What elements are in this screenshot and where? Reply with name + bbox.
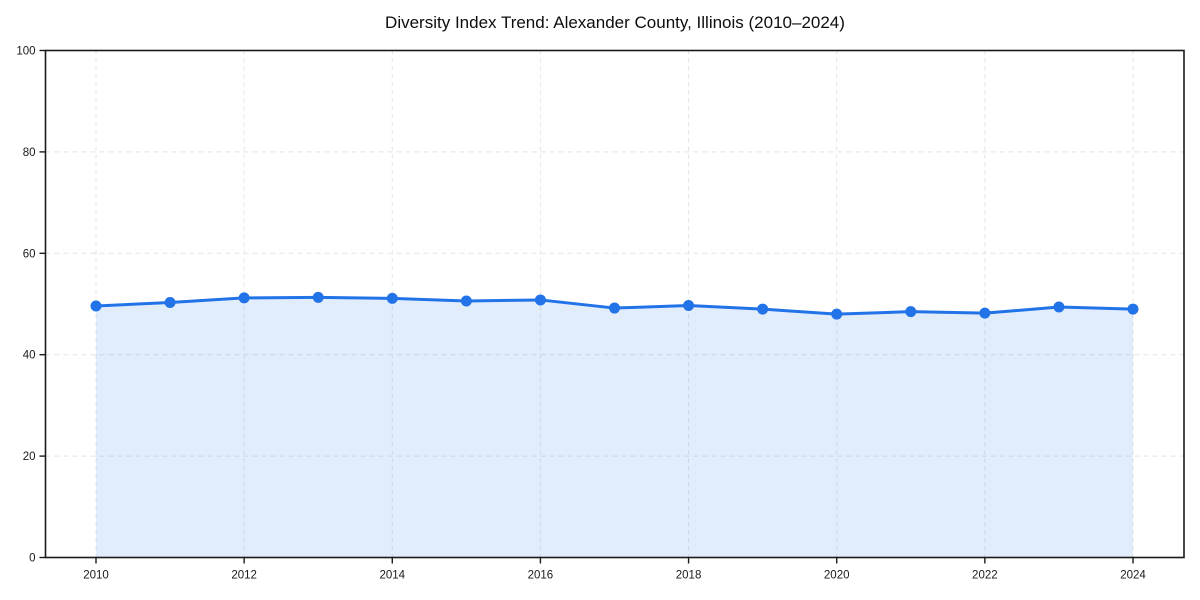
data-point <box>1127 303 1139 315</box>
gridlines <box>45 50 1184 558</box>
y-tick-label: 80 <box>23 147 36 159</box>
x-axis-ticks: 2010 2012 2014 2016 2018 2020 2022 2024 <box>83 557 1146 582</box>
x-tick-label: 2024 <box>1120 570 1146 582</box>
data-points <box>90 291 1139 320</box>
y-tick-label: 40 <box>23 350 36 362</box>
y-axis-ticks: 0 20 40 60 80 100 <box>16 46 46 565</box>
series-area <box>96 297 1133 558</box>
data-point <box>386 292 398 304</box>
data-point <box>757 303 769 315</box>
plot-border <box>44 49 1185 559</box>
y-tick-label: 0 <box>29 553 35 565</box>
x-tick-label: 2016 <box>528 570 554 582</box>
x-tick-label: 2022 <box>972 570 998 582</box>
data-point <box>534 294 546 306</box>
y-tick-label: 100 <box>16 46 35 58</box>
data-point <box>460 295 472 307</box>
x-tick-label: 2012 <box>231 570 257 582</box>
x-tick-label: 2020 <box>824 570 850 582</box>
x-tick-label: 2018 <box>676 570 702 582</box>
data-point <box>312 291 324 303</box>
y-tick-label: 60 <box>23 248 36 260</box>
data-point <box>831 308 843 320</box>
plot-box <box>44 49 1185 559</box>
x-tick-label: 2010 <box>83 570 109 582</box>
data-point <box>1053 301 1065 313</box>
data-point <box>164 296 176 308</box>
area-fill <box>96 297 1133 558</box>
y-tick-label: 20 <box>23 451 36 463</box>
chart-title: Diversity Index Trend: Alexander County,… <box>385 13 845 32</box>
x-tick-label: 2014 <box>379 570 405 582</box>
data-point <box>905 306 917 318</box>
data-point <box>683 300 695 312</box>
data-point <box>609 302 620 314</box>
data-point <box>90 300 102 312</box>
data-point <box>238 292 250 304</box>
data-point <box>979 307 991 319</box>
